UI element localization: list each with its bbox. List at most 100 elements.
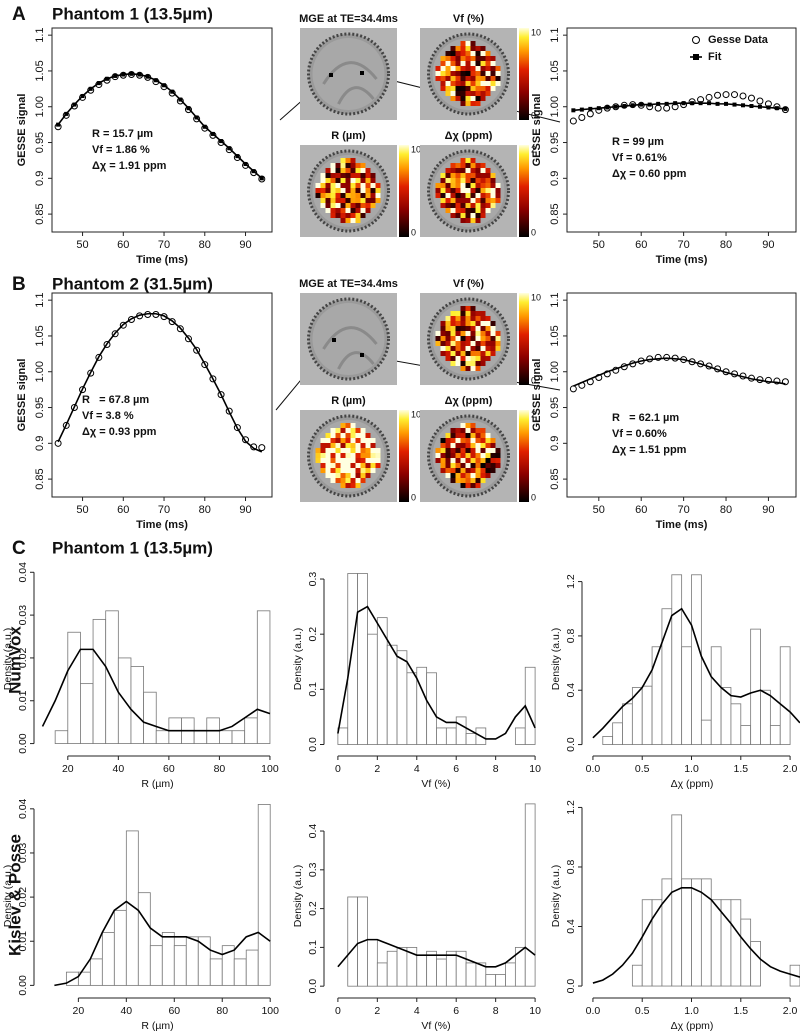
map-pixel <box>375 453 381 458</box>
fit-marker <box>88 86 93 91</box>
map-pixel <box>350 218 356 223</box>
map-pixel <box>490 453 496 458</box>
x-axis-label: Δχ (ppm) <box>671 778 714 790</box>
colorbar-tick-label: 0 <box>531 375 536 385</box>
colorbar-tick-label: 2 <box>531 144 536 154</box>
roi-marker <box>329 73 333 77</box>
density-curve <box>41 648 271 732</box>
map-pixel <box>470 178 476 183</box>
map-pixel <box>455 183 461 188</box>
map-pixel <box>450 478 456 483</box>
map-pixel <box>345 423 351 428</box>
roi-marker <box>360 353 364 357</box>
map-pixel <box>365 468 371 473</box>
histogram-bar <box>691 574 702 745</box>
histogram-bar <box>367 633 378 745</box>
map-pixel <box>330 163 336 168</box>
histogram-bar <box>386 950 398 987</box>
histogram-bar <box>347 896 359 987</box>
map-pixel <box>480 311 486 316</box>
map-pixel <box>465 71 471 76</box>
x-tick-label: 100 <box>261 763 279 775</box>
map-pixel <box>485 71 491 76</box>
map-pixel <box>335 478 341 483</box>
map-pixel <box>445 351 451 356</box>
map-pixel <box>470 56 476 61</box>
map-pixel <box>445 51 451 56</box>
map-pixel <box>450 463 456 468</box>
y-tick-label: 1.05 <box>549 325 561 346</box>
map-pixel <box>460 41 466 46</box>
map <box>300 28 397 120</box>
map-pixel <box>455 76 461 81</box>
map-pixel <box>490 56 496 61</box>
map-pixel <box>350 433 356 438</box>
map-pixel <box>465 178 471 183</box>
map-pixel <box>340 473 346 478</box>
map-pixel <box>440 188 446 193</box>
map-pixel <box>480 193 486 198</box>
map-pixel <box>480 56 486 61</box>
map-pixel <box>490 203 496 208</box>
map-pixel <box>495 458 501 463</box>
map-pixel <box>480 326 486 331</box>
x-tick-label: 80 <box>199 239 211 251</box>
map-pixel <box>455 458 461 463</box>
y-tick-label: 0.00 <box>17 975 29 996</box>
map-pixel <box>440 326 446 331</box>
map-pixel <box>460 458 466 463</box>
map-pixel <box>455 311 461 316</box>
map-pixel <box>445 341 451 346</box>
map-pixel <box>325 173 331 178</box>
map-pixel <box>465 473 471 478</box>
map-pixel <box>485 173 491 178</box>
map-pixel <box>320 183 326 188</box>
map-pixel <box>345 433 351 438</box>
histogram-bar <box>760 689 771 745</box>
map-pixel <box>465 346 471 351</box>
map-pixel <box>465 41 471 46</box>
map-pixel <box>470 101 476 106</box>
map-pixel <box>445 71 451 76</box>
fit-marker <box>129 71 134 76</box>
density-curve <box>337 605 536 740</box>
histogram-bar <box>376 962 388 987</box>
map-pixel <box>355 173 361 178</box>
map-pixel <box>350 483 356 488</box>
map-pixel <box>465 198 471 203</box>
map-pixel <box>340 218 346 223</box>
x-axis-label: Time (ms) <box>656 254 708 266</box>
histogram-bar <box>691 878 702 987</box>
map-pixel <box>455 346 461 351</box>
histogram-bar <box>244 717 258 744</box>
map-pixel <box>340 468 346 473</box>
map-pixel <box>455 331 461 336</box>
y-tick-label: 0.01 <box>17 690 29 711</box>
map-pixel <box>445 356 451 361</box>
map-pixel <box>465 218 471 223</box>
map-pixel <box>345 478 351 483</box>
map-pixel <box>475 208 481 213</box>
map-pixel <box>465 173 471 178</box>
fit-marker <box>766 105 771 110</box>
map-pixel <box>350 438 356 443</box>
fit-marker <box>673 101 678 106</box>
histogram-bar <box>602 736 614 745</box>
map-pixel <box>470 366 476 371</box>
x-tick-label: 20 <box>62 763 74 775</box>
map-pixel <box>490 351 496 356</box>
map-pixel <box>460 326 466 331</box>
fit-marker <box>72 102 77 107</box>
y-tick-label: 0.03 <box>17 843 29 864</box>
map-pixel <box>440 448 446 453</box>
y-tick-label: 0.3 <box>307 862 319 877</box>
map-pixel <box>465 468 471 473</box>
data-point <box>705 93 713 101</box>
annotation: Δχ = 1.91 ppm <box>92 160 167 172</box>
y-tick-label: 0.85 <box>549 203 561 224</box>
map-pixel <box>360 448 366 453</box>
map-pixel <box>350 443 356 448</box>
map-pixel <box>485 66 491 71</box>
histogram-bar <box>651 646 663 745</box>
map-pixel <box>345 218 351 223</box>
